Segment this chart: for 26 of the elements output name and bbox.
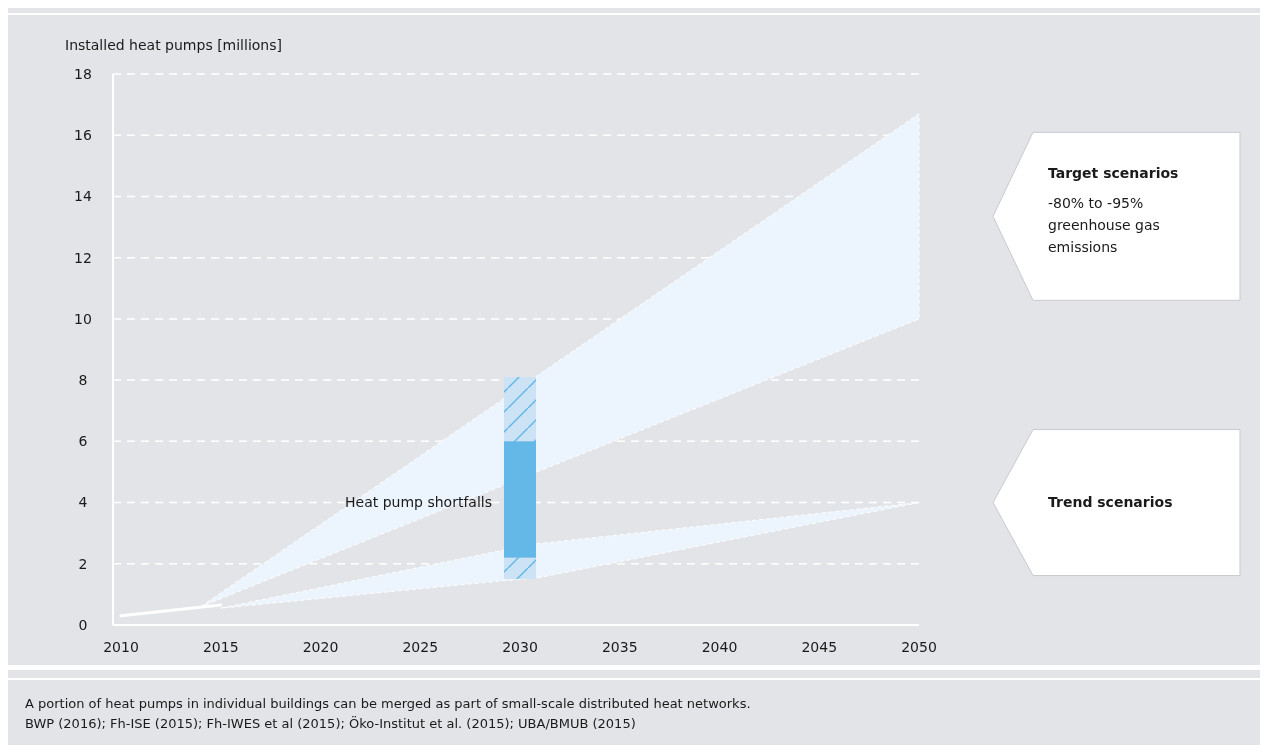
text: -80% to -95% greenhouse gas emissions bbox=[1048, 195, 1160, 256]
annotation: Heat pump shortfalls bbox=[345, 494, 492, 511]
y-tick-label: 18 bbox=[74, 65, 92, 82]
x-tick-label: 2045 bbox=[801, 639, 838, 655]
x-tick-label: 2040 bbox=[701, 639, 738, 655]
y-tick-label: 16 bbox=[74, 127, 92, 144]
y-tick-label: 12 bbox=[74, 249, 92, 266]
y-tick-label: 4 bbox=[78, 494, 88, 511]
x-tick-label: 2050 bbox=[901, 639, 937, 655]
text: BWP (2016); Fh-ISE (2015); Fh-IWES et al (2015); Öko-Institut et al. (2015); UBA/BMUB (2015) bbox=[25, 715, 636, 731]
x-tick-label: 2035 bbox=[601, 639, 638, 655]
x-tick-label: 2030 bbox=[502, 639, 538, 655]
x-tick-label: 2020 bbox=[302, 639, 339, 655]
x-tick-label: 2010 bbox=[103, 639, 139, 655]
y-axis-title: Installed heat pumps [millions] bbox=[65, 37, 282, 53]
text: A portion of heat pumps in individual buildings can be merged as part of small-scale distributed heat networks. bbox=[25, 696, 751, 711]
text: Target scenarios bbox=[1048, 165, 1179, 182]
text: Trend scenarios bbox=[1048, 494, 1173, 511]
y-tick-label: 14 bbox=[74, 188, 92, 205]
x-tick-label: 2025 bbox=[402, 639, 439, 655]
y-tick-label: 8 bbox=[78, 372, 88, 389]
y-tick-label: 2 bbox=[78, 555, 88, 572]
y-tick-label: 10 bbox=[74, 310, 92, 327]
y-tick-label: 6 bbox=[78, 433, 88, 450]
x-tick-label: 2015 bbox=[202, 639, 239, 655]
y-tick-label: 0 bbox=[78, 616, 88, 633]
